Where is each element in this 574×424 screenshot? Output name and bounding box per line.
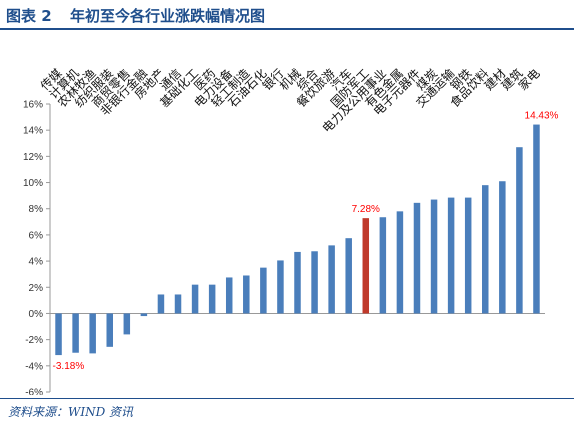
- bar: [499, 181, 506, 314]
- y-tick-label: 2%: [29, 283, 44, 294]
- y-tick-label: 10%: [23, 178, 43, 189]
- y-tick-label: -2%: [25, 335, 43, 346]
- bar: [430, 199, 438, 314]
- y-tick-label: 16%: [23, 100, 43, 111]
- bar: [174, 294, 182, 314]
- data-label: 14.43%: [525, 111, 559, 122]
- bar: [89, 313, 96, 354]
- bar: [72, 313, 79, 353]
- y-tick-label: 4%: [29, 257, 44, 268]
- data-label: -3.18%: [53, 361, 85, 372]
- y-tick-label: 14%: [23, 126, 43, 137]
- bar: [464, 197, 472, 314]
- data-label: 7.28%: [352, 204, 380, 215]
- category-label: 家电: [515, 66, 543, 94]
- bar: [516, 147, 523, 314]
- source-note: 资料来源：WIND 资讯: [8, 405, 134, 419]
- bar: [140, 313, 148, 317]
- figure-header: 图表 2 年初至今各行业涨跌幅情况图: [0, 0, 574, 30]
- bar: [208, 284, 216, 314]
- bar: [243, 275, 250, 314]
- bar: [260, 267, 267, 314]
- bar: [482, 185, 489, 314]
- y-tick-label: 6%: [29, 230, 44, 241]
- bar: [379, 217, 387, 314]
- bar: [413, 202, 421, 314]
- y-tick-label: -4%: [25, 361, 43, 372]
- figure-label: 图表 2: [6, 7, 52, 25]
- bar: [328, 245, 335, 314]
- bar: [106, 313, 113, 347]
- bar: [123, 313, 131, 335]
- bar: [447, 197, 455, 314]
- y-tick-label: 0%: [29, 309, 44, 320]
- bar: [294, 251, 301, 314]
- bar: [311, 251, 318, 314]
- bar: [345, 238, 352, 314]
- bar: [55, 313, 62, 356]
- bar: [396, 211, 404, 314]
- bar: [225, 277, 233, 314]
- y-tick-label: 12%: [23, 152, 43, 163]
- y-tick-label: -6%: [25, 388, 43, 396]
- bar: [533, 124, 540, 314]
- bar: [277, 260, 284, 314]
- source-footer: 资料来源：WIND 资讯: [0, 398, 574, 424]
- bar: [362, 218, 370, 314]
- bar: [191, 284, 199, 314]
- figure-title: 年初至今各行业涨跌幅情况图: [70, 7, 266, 25]
- bar-chart: -6%-4%-2%0%2%4%6%8%10%12%14%16%传媒计算机农林牧渔…: [23, 66, 559, 396]
- y-tick-label: 8%: [29, 204, 44, 215]
- bar: [157, 294, 165, 314]
